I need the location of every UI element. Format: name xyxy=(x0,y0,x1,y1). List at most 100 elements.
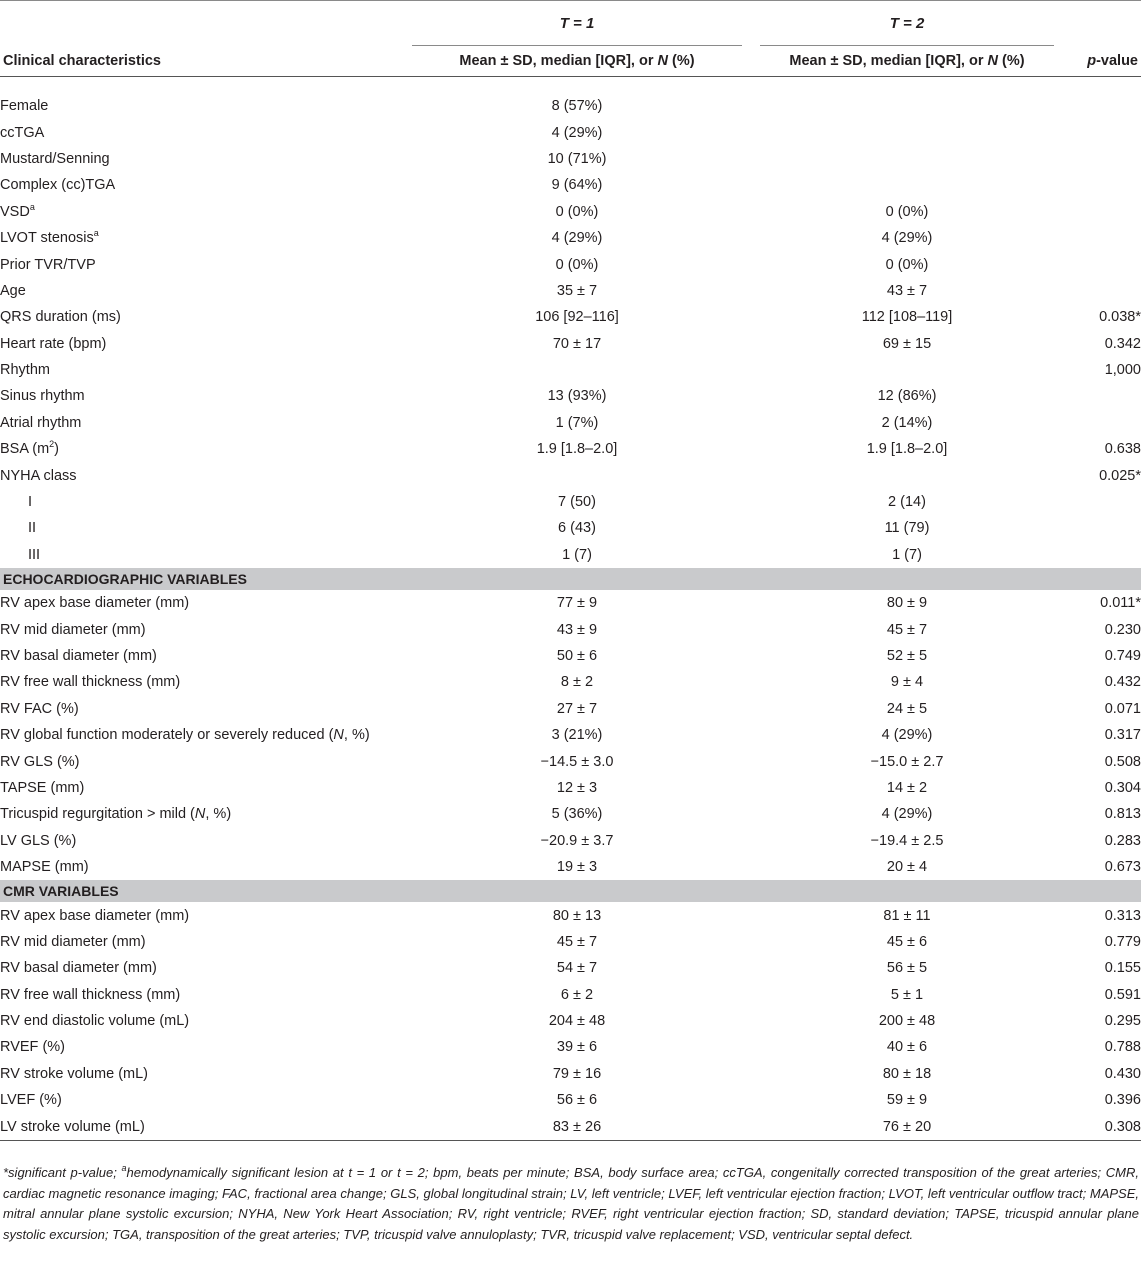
t2-value: 56 ± 5 xyxy=(886,960,928,977)
table-row: RV free wall thickness (mm) 6 ± 2 5 ± 1 0.5… xyxy=(0,982,1141,1008)
row-label: MAPSE (mm) xyxy=(0,859,89,876)
t2-value: 40 ± 6 xyxy=(886,1039,928,1056)
t2-value: 52 ± 5 xyxy=(886,648,928,664)
t2-header: T = 2 xyxy=(760,0,1054,46)
t1-value: 45 ± 7 xyxy=(556,933,598,950)
row-label: LV GLS (%) xyxy=(0,832,77,849)
table-row: Age 35 ± 7 43 ± 7 xyxy=(0,278,1141,304)
table-row: Female 8 (57%) xyxy=(0,93,1141,119)
row-label: Heart rate (bpm) xyxy=(0,335,107,352)
t1-value: 1.9 [1.8–2.0] xyxy=(536,441,618,458)
t2-value: 80 ± 9 xyxy=(886,595,928,612)
t1-header: T = 1 xyxy=(412,0,742,46)
table-row: LVOT stenosisa 4 (29%) 4 (29%) xyxy=(0,225,1141,251)
table-row: RV end diastolic volume (mL) 204 ± 48 200 … xyxy=(0,1008,1141,1034)
section-header-row: ECHOCARDIOGRAPHIC VARIABLES xyxy=(0,568,1141,591)
t2-value: 45 ± 7 xyxy=(886,621,928,638)
row-label: Age xyxy=(0,282,26,299)
section-header-row: CMR VARIABLES xyxy=(0,880,1141,903)
row-label: RV GLS (%) xyxy=(0,753,80,770)
t1-value: 6 (43) xyxy=(558,520,596,537)
t1-value: 83 ± 26 xyxy=(412,1113,742,1141)
t2-value: 200 ± 48 xyxy=(878,1013,936,1030)
t1-value: 79 ± 16 xyxy=(552,1065,602,1082)
t2-value: 12 (86%) xyxy=(877,388,937,405)
t2-value: 81 ± 11 xyxy=(883,907,931,924)
t2-value: 80 ± 18 xyxy=(882,1065,932,1082)
table-row: RV mid diameter (mm) 45 ± 7 45 ± 6 0.779 xyxy=(0,929,1141,955)
table-row: RV apex base diameter (mm) 80 ± 13 81 ± 11… xyxy=(0,902,1141,928)
p-value: 0.308 xyxy=(1054,1113,1141,1141)
t2-value xyxy=(760,172,1054,198)
row-label: RV free wall thickness (mm) xyxy=(0,674,181,691)
table-row: Complex (cc)TGA 9 (64%) xyxy=(0,172,1141,198)
row-label: Tricuspid regurgitation > mild (N, %) xyxy=(0,806,232,823)
table-body: Female 8 (57%) ccTGA 4 (29%) Mustard/Senning… xyxy=(0,93,1141,1141)
t2-value: 112 [108–119] xyxy=(861,309,953,326)
t1-value: −20.9 ± 3.7 xyxy=(540,832,614,849)
t1-value: 7 (50) xyxy=(558,494,596,511)
t1-value: 4 (29%) xyxy=(551,230,603,247)
row-label: BSA (m2) xyxy=(0,439,60,458)
row-label: RV basal diameter (mm) xyxy=(0,648,157,664)
row-label: RVEF (%) xyxy=(0,1039,65,1056)
table-row: LVEF (%) 56 ± 6 59 ± 9 0.396 xyxy=(0,1087,1141,1113)
table-row: RV basal diameter (mm) 54 ± 7 56 ± 5 0.155 xyxy=(0,955,1141,981)
t1-value: 70 ± 17 xyxy=(552,335,602,352)
t2-value: 4 (29%) xyxy=(881,806,933,823)
row-label: Mustard/Senning xyxy=(0,150,110,167)
p-value: 0.342 xyxy=(1104,335,1141,352)
row-label: RV stroke volume (mL) xyxy=(0,1065,148,1082)
t2-value: 59 ± 9 xyxy=(886,1092,928,1109)
t1-value: 54 ± 7 xyxy=(556,960,598,977)
row-label: LVOT stenosisa xyxy=(0,228,99,247)
t1-stat-header: Mean ± SD, median [IQR], or N (%) xyxy=(412,45,742,77)
row-label: RV mid diameter (mm) xyxy=(0,933,146,950)
p-value: 0.025* xyxy=(1099,467,1141,484)
p-value xyxy=(1054,251,1141,277)
p-value: 0.071 xyxy=(1104,700,1141,717)
t2-value: 76 ± 20 xyxy=(760,1113,1054,1141)
p-value: 0.749 xyxy=(1104,648,1141,664)
row-label: Sinus rhythm xyxy=(0,388,85,405)
t1-value: 0 (0%) xyxy=(555,203,599,220)
t2-value xyxy=(760,119,1054,145)
table-row: RV apex base diameter (mm) 77 ± 9 80 ± 9 0.… xyxy=(0,590,1141,616)
pvalue-header: p-value xyxy=(1054,45,1141,77)
row-label: Female xyxy=(0,98,49,115)
t1-value: 80 ± 13 xyxy=(552,907,602,924)
t1-value: 77 ± 9 xyxy=(556,595,598,612)
table-row: Rhythm 1,000 xyxy=(0,357,1141,383)
t1-value: 5 (36%) xyxy=(551,806,603,823)
t1-value: 1 (7) xyxy=(562,546,592,563)
p-value xyxy=(1054,199,1141,225)
p-value xyxy=(1054,278,1141,304)
t1-value: 3 (21%) xyxy=(551,727,603,744)
t1-value: 35 ± 7 xyxy=(556,282,598,299)
row-label: LVEF (%) xyxy=(0,1092,62,1109)
t2-value: 1.9 [1.8–2.0] xyxy=(866,441,948,458)
t2-value: 11 (79) xyxy=(884,520,930,537)
p-value: 0.313 xyxy=(1104,907,1141,924)
t2-value: 20 ± 4 xyxy=(886,859,928,876)
t2-value: 0 (0%) xyxy=(885,256,929,273)
p-value xyxy=(1054,225,1141,251)
table-row: Sinus rhythm 13 (93%) 12 (86%) xyxy=(0,383,1141,409)
table-row: Prior TVR/TVP 0 (0%) 0 (0%) xyxy=(0,251,1141,277)
p-value xyxy=(1054,383,1141,409)
t1-value: 12 ± 3 xyxy=(556,779,598,796)
row-label: NYHA class xyxy=(0,467,77,484)
row-label: III xyxy=(28,546,41,563)
t2-value: 43 ± 7 xyxy=(886,282,928,299)
table-row: TAPSE (mm) 12 ± 3 14 ± 2 0.304 xyxy=(0,775,1141,801)
p-value: 0.011* xyxy=(1100,595,1141,612)
table-row: QRS duration (ms) 106 [92–116] 112 [108–11… xyxy=(0,304,1141,330)
t2-value: 4 (29%) xyxy=(881,727,933,744)
t1-stat-text: Mean ± SD, median [IQR], or N (%) xyxy=(459,53,695,69)
row-label: TAPSE (mm) xyxy=(0,779,85,796)
row-label: RV FAC (%) xyxy=(0,700,79,717)
table-row: Mustard/Senning 10 (71%) xyxy=(0,146,1141,172)
t2-value: −15.0 ± 2.7 xyxy=(870,753,944,770)
t1-value: 50 ± 6 xyxy=(556,648,598,664)
row-label: II xyxy=(28,520,37,537)
